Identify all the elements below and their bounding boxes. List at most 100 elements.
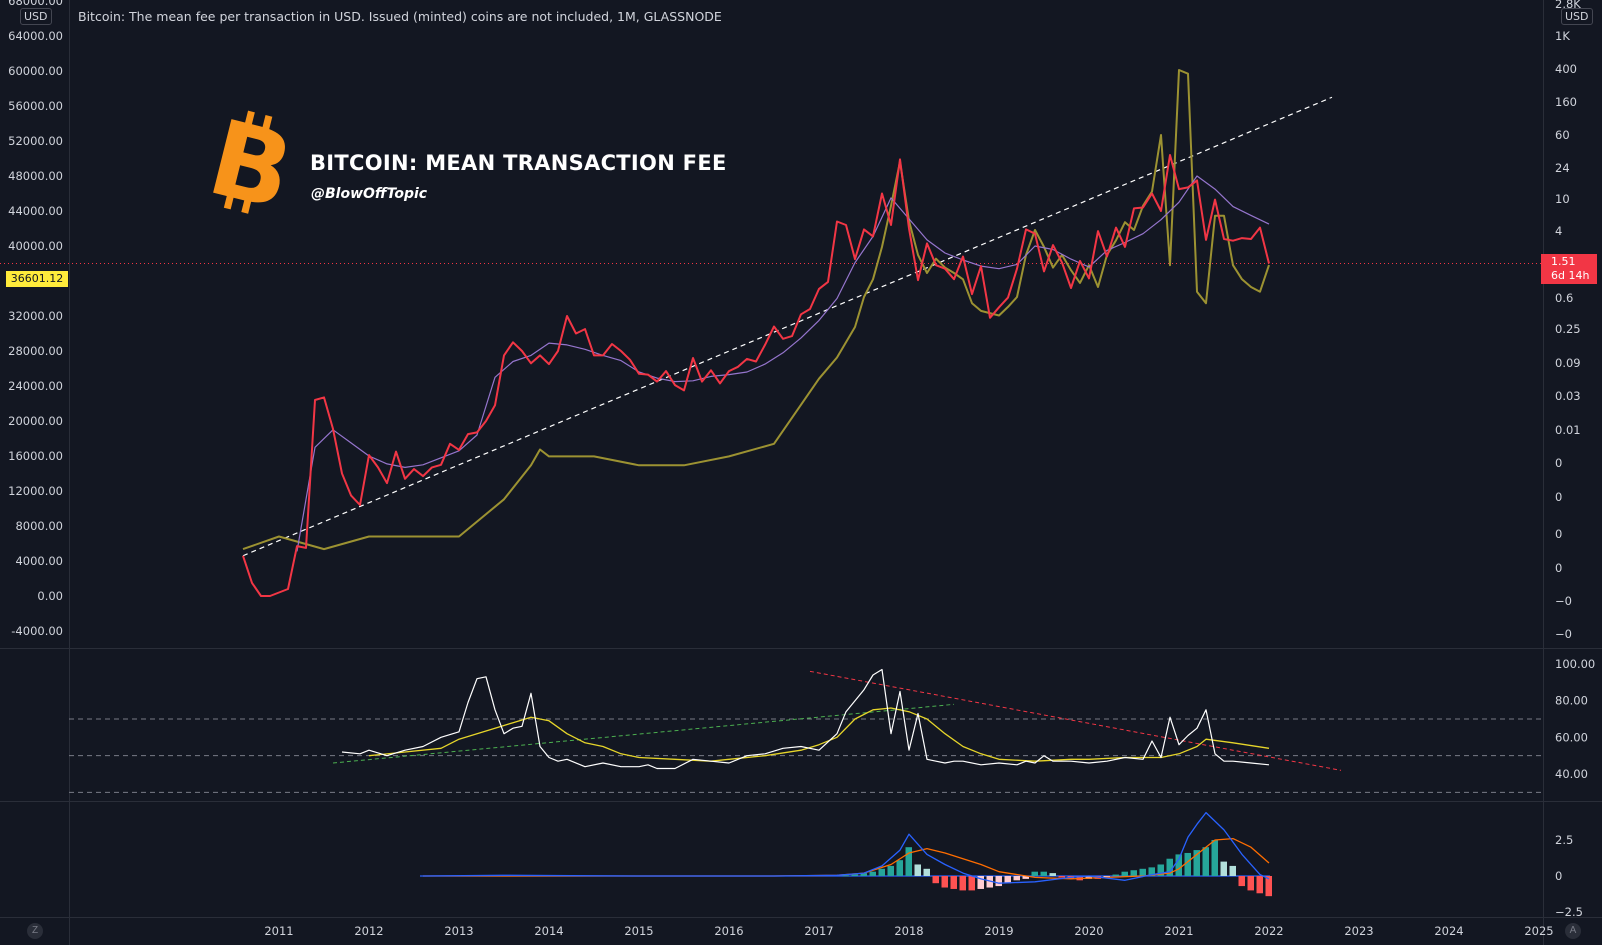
macd-histogram-bar[interactable] <box>941 876 949 888</box>
right-axis-tick: 0.03 <box>1555 389 1581 403</box>
right-axis-tick: 0.09 <box>1555 356 1581 370</box>
macd-histogram-bar[interactable] <box>1103 876 1111 878</box>
macd-histogram-bar[interactable] <box>1193 850 1201 876</box>
left-axis-tick: 8000.00 <box>15 519 63 533</box>
x-axis-tick: 2015 <box>624 924 653 938</box>
macd-histogram-bar[interactable] <box>1058 876 1066 878</box>
auto-scale-toggle[interactable]: A <box>1565 923 1581 939</box>
macd-histogram-bar[interactable] <box>878 868 886 876</box>
macd-axis-tick: 2.5 <box>1555 833 1573 847</box>
main-pane[interactable] <box>0 69 1543 597</box>
macd-histogram-bar[interactable] <box>1112 874 1120 876</box>
macd-histogram-bar[interactable] <box>1175 854 1183 876</box>
left-axis-tick: 60000.00 <box>8 64 63 78</box>
macd-histogram-bar[interactable] <box>1004 876 1012 884</box>
macd-histogram-bar[interactable] <box>1148 867 1156 876</box>
macd-histogram-bar[interactable] <box>950 876 958 889</box>
x-axis-tick: 2019 <box>984 924 1013 938</box>
macd-pane[interactable] <box>420 811 1273 897</box>
macd-histogram-bar[interactable] <box>851 874 859 876</box>
macd-histogram-bar[interactable] <box>1121 871 1129 876</box>
macd-histogram-bar[interactable] <box>1013 876 1021 881</box>
macd-histogram-bar[interactable] <box>1211 840 1219 876</box>
macd-histogram-bar[interactable] <box>1220 861 1228 876</box>
macd-histogram-bar[interactable] <box>923 868 931 876</box>
right-scale-badge[interactable]: USD <box>1561 8 1593 25</box>
x-axis-tick: 2025 <box>1524 924 1553 938</box>
x-axis-tick: 2018 <box>894 924 923 938</box>
left-axis-tick: 32000.00 <box>8 309 63 323</box>
rsi-trendline-green[interactable] <box>332 703 955 764</box>
macd-histogram-bar[interactable] <box>1256 876 1264 894</box>
right-axis-tick: 0 <box>1555 527 1562 541</box>
log-scale-toggle-left[interactable]: Z <box>27 923 43 939</box>
macd-histogram-bar[interactable] <box>932 876 940 884</box>
right-axis-tick: 4 <box>1555 224 1562 238</box>
left-axis-tick: 44000.00 <box>8 204 63 218</box>
right-axis-tick: 0 <box>1555 490 1562 504</box>
macd-histogram-bar[interactable] <box>887 865 895 876</box>
macd-line[interactable] <box>422 811 1270 884</box>
right-axis-tick: −0 <box>1555 594 1572 608</box>
right-axis-tick: 0 <box>1555 456 1562 470</box>
macd-axis-tick: −2.5 <box>1555 905 1583 919</box>
macd-histogram-bar[interactable] <box>995 876 1003 887</box>
signal-line[interactable] <box>423 837 1270 880</box>
macd-histogram-bar[interactable] <box>1139 868 1147 876</box>
right-axis-tick: 0.25 <box>1555 322 1581 336</box>
macd-histogram-bar[interactable] <box>1229 865 1237 876</box>
rsi-axis-tick: 60.00 <box>1555 730 1588 744</box>
x-axis-tick: 2012 <box>354 924 383 938</box>
macd-histogram-bar[interactable] <box>968 876 976 891</box>
left-axis-tick: 28000.00 <box>8 344 63 358</box>
right-axis-tick: 1K <box>1555 29 1570 43</box>
macd-histogram-bar[interactable] <box>905 847 913 876</box>
x-axis-tick: 2024 <box>1434 924 1463 938</box>
macd-histogram-bar[interactable] <box>1265 876 1273 897</box>
macd-histogram-bar[interactable] <box>914 864 922 876</box>
last-countdown: 6d 14h <box>1551 269 1590 282</box>
macd-histogram-bar[interactable] <box>977 876 985 889</box>
crosshair-price-tag: 36601.12 <box>6 271 68 287</box>
macd-histogram-bar[interactable] <box>986 876 994 888</box>
macd-histogram-bar[interactable] <box>896 860 904 876</box>
left-axis-tick: 68000.00 <box>8 0 63 8</box>
macd-histogram-bar[interactable] <box>1157 864 1165 876</box>
right-axis-tick: 24 <box>1555 161 1570 175</box>
x-axis-tick: 2014 <box>534 924 563 938</box>
rsi-ma-line[interactable] <box>368 707 1270 762</box>
chart-title: Bitcoin: The mean fee per transaction in… <box>78 9 722 24</box>
left-axis-tick: 40000.00 <box>8 239 63 253</box>
macd-histogram-bar[interactable] <box>1085 876 1093 879</box>
left-axis-tick: 52000.00 <box>8 134 63 148</box>
left-axis-tick: 20000.00 <box>8 414 63 428</box>
macd-histogram-bar[interactable] <box>1247 876 1255 891</box>
macd-histogram-bar[interactable] <box>869 871 877 876</box>
x-axis-tick: 2023 <box>1344 924 1373 938</box>
macd-histogram-bar[interactable] <box>1040 871 1048 876</box>
macd-histogram-bar[interactable] <box>1022 876 1030 879</box>
macd-histogram-bar[interactable] <box>1130 870 1138 876</box>
macd-histogram-bar[interactable] <box>959 876 967 891</box>
macd-histogram-bar[interactable] <box>1049 873 1057 876</box>
left-axis-tick: 24000.00 <box>8 379 63 393</box>
rsi-trendline-red[interactable] <box>809 670 1342 771</box>
rsi-axis-tick: 100.00 <box>1555 657 1595 671</box>
macd-histogram-bar[interactable] <box>1202 847 1210 876</box>
rsi-line[interactable] <box>341 668 1270 770</box>
price-trendline[interactable] <box>242 96 1333 557</box>
rsi-axis-tick: 40.00 <box>1555 767 1588 781</box>
left-scale-badge[interactable]: USD <box>20 8 52 25</box>
macd-histogram-bar[interactable] <box>1184 852 1192 876</box>
macd-histogram-bar[interactable] <box>1031 871 1039 876</box>
macd-histogram-bar[interactable] <box>842 875 850 877</box>
price-line[interactable] <box>242 154 1270 597</box>
macd-histogram-bar[interactable] <box>1238 876 1246 887</box>
left-axis-tick: 56000.00 <box>8 99 63 113</box>
rsi-pane[interactable] <box>69 668 1543 793</box>
macd-histogram-bar[interactable] <box>860 873 868 876</box>
left-axis-tick: 0.00 <box>37 589 63 603</box>
macd-histogram-bar[interactable] <box>1166 858 1174 876</box>
mean-fee-line[interactable] <box>242 69 1270 551</box>
